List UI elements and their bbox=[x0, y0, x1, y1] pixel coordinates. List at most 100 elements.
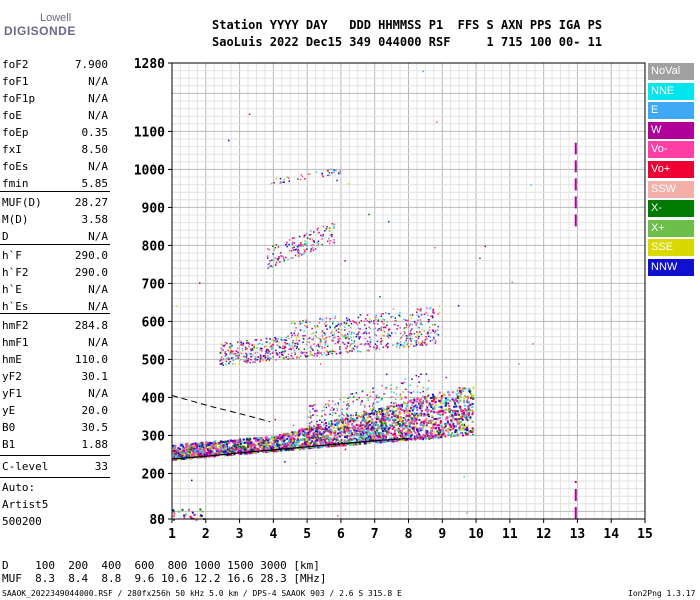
y-tick-label: 80 bbox=[149, 513, 165, 528]
y-tick-label: 1280 bbox=[134, 57, 165, 72]
param-label: D bbox=[2, 230, 9, 243]
y-tick-label: 300 bbox=[142, 429, 166, 444]
param-value: N/A bbox=[88, 109, 108, 122]
param-value: N/A bbox=[88, 300, 108, 313]
param-value: N/A bbox=[88, 92, 108, 105]
x-tick-label: 1 bbox=[168, 527, 176, 542]
param-label: MUF(D) bbox=[2, 196, 42, 209]
legend-ssw: SSW bbox=[648, 180, 694, 198]
param-row-hme: hmE 110.0 bbox=[2, 353, 108, 369]
logo-lowell: Lowell bbox=[40, 12, 72, 24]
param-row-d: D N/A bbox=[2, 230, 108, 246]
param-value: N/A bbox=[88, 336, 108, 349]
profile-curve bbox=[171, 437, 409, 460]
param-value: N/A bbox=[88, 387, 108, 400]
param-row-yf1: yF1 N/A bbox=[2, 387, 108, 403]
param-label: h`F bbox=[2, 249, 22, 262]
y-tick-label: 700 bbox=[142, 277, 166, 292]
param-value: 284.8 bbox=[74, 319, 108, 332]
echo-points bbox=[172, 70, 534, 521]
param-label: foEs bbox=[2, 160, 29, 173]
param-value: 30.1 bbox=[81, 370, 109, 383]
x-tick-label: 5 bbox=[303, 527, 311, 542]
logo-digisonde: DIGISONDE bbox=[4, 24, 76, 38]
param-row-ye: yE 20.0 bbox=[2, 404, 108, 420]
x-tick-label: 8 bbox=[405, 527, 413, 542]
param-label: h`E bbox=[2, 283, 22, 296]
param-label: h`F2 bbox=[2, 266, 29, 279]
param-row-hmf2: hmF2 284.8 bbox=[2, 319, 108, 335]
param-label: yF1 bbox=[2, 387, 22, 400]
y-tick-label: 1000 bbox=[134, 163, 165, 178]
param-row-fof1: foF1 N/A bbox=[2, 75, 108, 91]
x-tick-label: 7 bbox=[371, 527, 379, 542]
param-value: 3.58 bbox=[81, 213, 109, 226]
legend-x: X+ bbox=[648, 219, 694, 237]
legend-sse: SSE bbox=[648, 239, 694, 257]
header-columns: Station YYYY DAY DDD HHMMSS P1 FFS S AXN… bbox=[212, 18, 603, 32]
param-row-he: h`E N/A bbox=[2, 283, 108, 299]
param-label: h`Es bbox=[2, 300, 29, 313]
param-value: 1.88 bbox=[81, 438, 109, 451]
x-tick-label: 2 bbox=[202, 527, 210, 542]
x-tick-label: 15 bbox=[637, 527, 653, 542]
param-label: C-level bbox=[2, 460, 49, 473]
panel-divider bbox=[0, 191, 110, 192]
param-value: 290.0 bbox=[74, 266, 108, 279]
x-tick-label: 3 bbox=[236, 527, 244, 542]
legend-e: E bbox=[648, 102, 694, 120]
y-tick-label: 900 bbox=[142, 201, 166, 216]
file-info: SAAOK_2022349044000.RSF / 280fx256h 50 k… bbox=[2, 589, 402, 598]
param-row-hf: h`F 290.0 bbox=[2, 249, 108, 265]
param-row-clevel: C-level 33 bbox=[2, 460, 108, 476]
param-value: 290.0 bbox=[74, 249, 108, 262]
param-row-mufd: MUF(D) 28.27 bbox=[2, 196, 108, 212]
param-row-foe: foE N/A bbox=[2, 109, 108, 125]
param-value: 30.5 bbox=[81, 421, 109, 434]
param-row-hmf1: hmF1 N/A bbox=[2, 336, 108, 352]
param-label: hmF1 bbox=[2, 336, 29, 349]
param-label: yE bbox=[2, 404, 16, 417]
param-row-yf2: yF2 30.1 bbox=[2, 370, 108, 386]
y-tick-label: 200 bbox=[142, 467, 166, 482]
param-value: 20.0 bbox=[81, 404, 109, 417]
param-row-fmin: fmin 5.85 bbox=[2, 177, 108, 193]
x-tick-label: 14 bbox=[603, 527, 619, 542]
param-label: foE bbox=[2, 109, 22, 122]
distance-row: D 100 200 400 600 800 1000 1500 3000 [km… bbox=[2, 559, 320, 572]
param-label: foEp bbox=[2, 126, 29, 139]
param-label: foF2 bbox=[2, 58, 29, 71]
param-value: 8.50 bbox=[81, 143, 109, 156]
param-label: fxI bbox=[2, 143, 22, 156]
param-label: fmin bbox=[2, 177, 29, 190]
auto-label: Auto: bbox=[2, 481, 36, 494]
panel-divider bbox=[0, 477, 110, 478]
param-value: N/A bbox=[88, 230, 108, 243]
x-tick-label: 10 bbox=[468, 527, 484, 542]
legend-noval: NoVal bbox=[648, 63, 694, 80]
panel-divider bbox=[0, 244, 110, 245]
x-tick-label: 9 bbox=[438, 527, 446, 542]
y-tick-label: 1100 bbox=[134, 125, 165, 140]
legend-w: W bbox=[648, 121, 694, 139]
legend-vo: Vo+ bbox=[648, 161, 694, 178]
legend-nne: NNE bbox=[648, 82, 694, 100]
param-row-fof2: foF2 7.900 bbox=[2, 58, 108, 74]
y-tick-label: 600 bbox=[142, 315, 166, 330]
param-label: foF1 bbox=[2, 75, 29, 88]
x-tick-label: 4 bbox=[269, 527, 277, 542]
param-row-foes: foEs N/A bbox=[2, 160, 108, 176]
param-row-hf2: h`F2 290.0 bbox=[2, 266, 108, 282]
auto-artist: Artist5 bbox=[2, 498, 49, 511]
param-row-fxi: fxI 8.50 bbox=[2, 143, 108, 159]
param-value: N/A bbox=[88, 75, 108, 88]
param-value: N/A bbox=[88, 283, 108, 296]
param-label: foF1p bbox=[2, 92, 36, 105]
header-values: SaoLuis 2022 Dec15 349 044000 RSF 1 715 … bbox=[212, 35, 603, 49]
param-label: yF2 bbox=[2, 370, 22, 383]
x-tick-label: 12 bbox=[536, 527, 552, 542]
legend-nnw: NNW bbox=[648, 259, 694, 276]
x-tick-label: 13 bbox=[570, 527, 586, 542]
param-value: 5.85 bbox=[81, 177, 109, 190]
y-tick-label: 800 bbox=[142, 239, 166, 254]
